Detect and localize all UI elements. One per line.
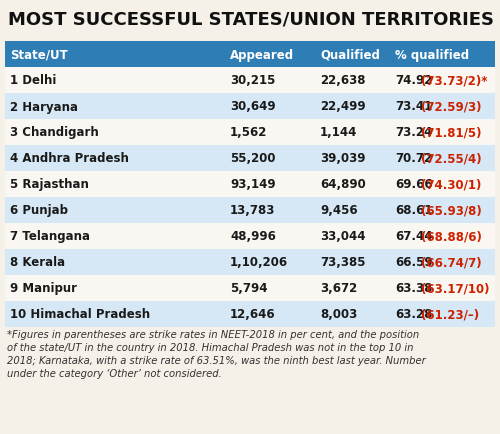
Text: 1,144: 1,144 bbox=[320, 126, 358, 139]
Text: 30,215: 30,215 bbox=[230, 74, 276, 87]
Text: Qualified: Qualified bbox=[320, 48, 380, 61]
Text: State/UT: State/UT bbox=[10, 48, 68, 61]
Text: 73.41: 73.41 bbox=[395, 100, 432, 113]
Text: MOST SUCCESSFUL STATES/UNION TERRITORIES: MOST SUCCESSFUL STATES/UNION TERRITORIES bbox=[8, 10, 494, 28]
Text: 9 Manipur: 9 Manipur bbox=[10, 282, 77, 295]
Text: (66.74/7): (66.74/7) bbox=[421, 256, 482, 269]
Bar bbox=[5, 120, 495, 146]
Text: 55,200: 55,200 bbox=[230, 152, 276, 165]
Bar bbox=[5, 171, 495, 197]
Text: 3 Chandigarh: 3 Chandigarh bbox=[10, 126, 99, 139]
Text: 2018; Karnataka, with a strike rate of 63.51%, was the ninth best last year. Num: 2018; Karnataka, with a strike rate of 6… bbox=[7, 355, 426, 365]
Text: 12,646: 12,646 bbox=[230, 308, 276, 321]
Text: under the category ‘Other’ not considered.: under the category ‘Other’ not considere… bbox=[7, 368, 222, 378]
Text: 5,794: 5,794 bbox=[230, 282, 268, 295]
Text: 9,456: 9,456 bbox=[320, 204, 358, 217]
Text: 8 Kerala: 8 Kerala bbox=[10, 256, 65, 269]
Text: % qualified: % qualified bbox=[395, 48, 469, 61]
Text: 22,638: 22,638 bbox=[320, 74, 366, 87]
Bar bbox=[5, 250, 495, 275]
Bar bbox=[5, 301, 495, 327]
Text: 5 Rajasthan: 5 Rajasthan bbox=[10, 178, 89, 191]
Text: (74.30/1): (74.30/1) bbox=[421, 178, 482, 191]
Text: 70.72: 70.72 bbox=[395, 152, 432, 165]
Text: (72.59/3): (72.59/3) bbox=[421, 100, 482, 113]
Text: 63.38: 63.38 bbox=[395, 282, 432, 295]
Text: 22,499: 22,499 bbox=[320, 100, 366, 113]
Text: 33,044: 33,044 bbox=[320, 230, 366, 243]
Text: 74.92: 74.92 bbox=[395, 74, 432, 87]
Text: 3,672: 3,672 bbox=[320, 282, 357, 295]
Text: *Figures in parentheses are strike rates in NEET-2018 in per cent, and the posit: *Figures in parentheses are strike rates… bbox=[7, 329, 419, 339]
Text: (61.23/–): (61.23/–) bbox=[421, 308, 479, 321]
Text: (65.93/8): (65.93/8) bbox=[421, 204, 482, 217]
Text: 7 Telangana: 7 Telangana bbox=[10, 230, 90, 243]
Text: 66.59: 66.59 bbox=[395, 256, 432, 269]
Bar bbox=[5, 275, 495, 301]
Text: 67.44: 67.44 bbox=[395, 230, 432, 243]
Text: (73.73/2)*: (73.73/2)* bbox=[421, 74, 488, 87]
Text: (72.55/4): (72.55/4) bbox=[421, 152, 482, 165]
Text: 8,003: 8,003 bbox=[320, 308, 357, 321]
Text: 73.24: 73.24 bbox=[395, 126, 432, 139]
Text: 69.66: 69.66 bbox=[395, 178, 432, 191]
Bar bbox=[5, 94, 495, 120]
Bar bbox=[5, 224, 495, 250]
Text: 39,039: 39,039 bbox=[320, 152, 366, 165]
Text: 1,10,206: 1,10,206 bbox=[230, 256, 288, 269]
Text: of the state/UT in the country in 2018. Himachal Pradesh was not in the top 10 i: of the state/UT in the country in 2018. … bbox=[7, 342, 414, 352]
Text: 64,890: 64,890 bbox=[320, 178, 366, 191]
Text: Appeared: Appeared bbox=[230, 48, 294, 61]
Text: (71.81/5): (71.81/5) bbox=[421, 126, 482, 139]
Text: 10 Himachal Pradesh: 10 Himachal Pradesh bbox=[10, 308, 150, 321]
Bar bbox=[5, 146, 495, 171]
Bar bbox=[5, 42, 495, 68]
Text: 13,783: 13,783 bbox=[230, 204, 276, 217]
Text: 48,996: 48,996 bbox=[230, 230, 276, 243]
Text: 68.61: 68.61 bbox=[395, 204, 432, 217]
Text: 2 Haryana: 2 Haryana bbox=[10, 100, 78, 113]
Text: 93,149: 93,149 bbox=[230, 178, 276, 191]
Text: (68.88/6): (68.88/6) bbox=[421, 230, 482, 243]
Bar bbox=[5, 197, 495, 224]
Text: 4 Andhra Pradesh: 4 Andhra Pradesh bbox=[10, 152, 129, 165]
Text: 1,562: 1,562 bbox=[230, 126, 268, 139]
Text: 63.28: 63.28 bbox=[395, 308, 432, 321]
Text: 1 Delhi: 1 Delhi bbox=[10, 74, 56, 87]
Text: (63.17/10): (63.17/10) bbox=[421, 282, 490, 295]
Text: 6 Punjab: 6 Punjab bbox=[10, 204, 68, 217]
Bar bbox=[5, 68, 495, 94]
Text: 73,385: 73,385 bbox=[320, 256, 366, 269]
Text: 30,649: 30,649 bbox=[230, 100, 276, 113]
